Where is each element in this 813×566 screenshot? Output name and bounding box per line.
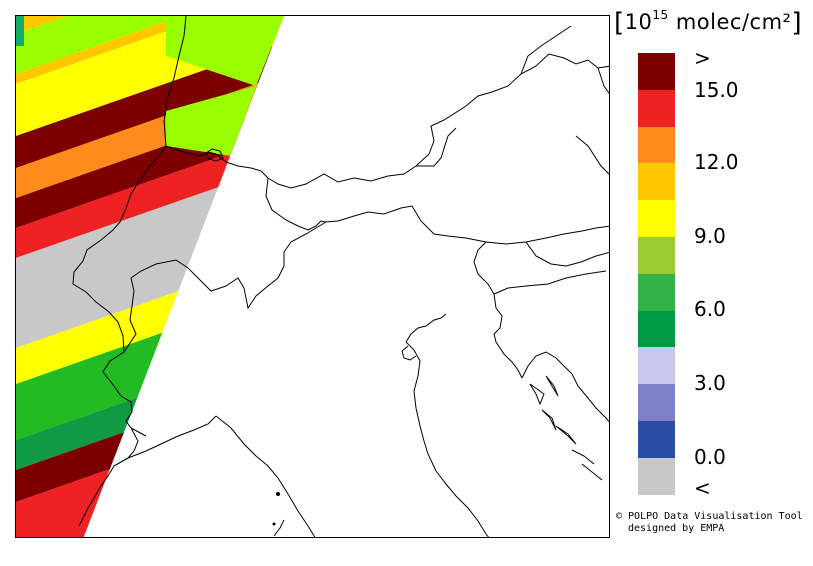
map-panel [15, 15, 610, 538]
legend-swatch [638, 347, 675, 385]
legend-tick-label: 6.0 [694, 297, 726, 321]
legend-swatch [638, 237, 675, 275]
swath-band [166, 16, 284, 86]
legend-tick-label: 9.0 [694, 224, 726, 248]
credit-line-1: © POLPO Data Visualisation Tool [616, 511, 803, 522]
legend-swatch [638, 384, 675, 422]
legend-swatch [638, 421, 675, 459]
legend-unit-title: [1015 molec/cm²] [614, 8, 803, 38]
swath-band [166, 86, 256, 156]
swath-band [16, 16, 284, 74]
legend-swatch [638, 457, 675, 496]
legend-swatch [638, 200, 675, 238]
unit-prefix: 10 [624, 10, 653, 34]
satellite-swath [16, 16, 284, 537]
legend-tick-label: 15.0 [694, 78, 739, 102]
legend-swatch [638, 273, 675, 312]
legend-swatch [638, 53, 675, 91]
map-canvas [16, 16, 609, 537]
legend-swatch [638, 89, 675, 128]
legend-swatch [638, 163, 675, 201]
credit-line-2: designed by EMPA [628, 523, 725, 534]
legend-tick-label: 3.0 [694, 371, 726, 395]
swath-band [16, 16, 24, 46]
legend-swatch [638, 126, 675, 164]
legend-tick-label: 0.0 [694, 445, 726, 469]
unit-exponent: 15 [652, 8, 669, 22]
country-borders [72, 16, 609, 537]
legend-tick-label: 12.0 [694, 150, 739, 174]
color-legend: [1015 molec/cm²] >15.0 12.0 9.0 6.0 3.0 0.0 < … [612, 0, 812, 566]
legend-tick-label: > [694, 46, 711, 70]
unit-suffix: molec/cm² [668, 10, 792, 34]
legend-tick-label: < [694, 476, 711, 500]
legend-swatch [638, 310, 675, 348]
